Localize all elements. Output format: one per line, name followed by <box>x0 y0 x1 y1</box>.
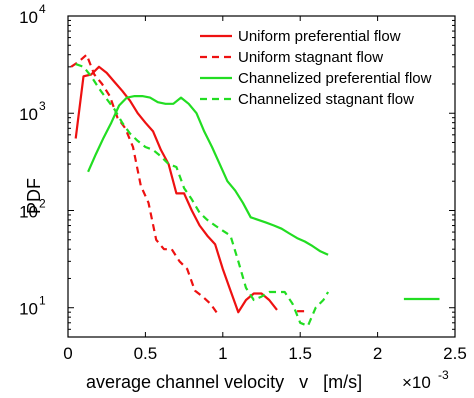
x-tick-label: 0.5 <box>134 344 158 363</box>
legend: Uniform preferential flow Uniform stagnan… <box>200 28 432 108</box>
x-axis-label: average channel velocity v [m/s] <box>86 372 362 392</box>
legend-label: Uniform stagnant flow <box>238 49 383 66</box>
x-exponent-base: ×10 <box>402 373 431 392</box>
plot-border <box>67 15 456 338</box>
series-line-channelized-preferential-flow <box>87 95 329 256</box>
y-tick-base: 10 <box>19 300 38 319</box>
y-tick-base: 10 <box>19 8 38 27</box>
x-tick-label: 0 <box>63 344 72 363</box>
y-tick-exp: 1 <box>39 294 46 308</box>
series-line-uniform-stagnant-flow <box>70 53 220 316</box>
x-tick-label: 1.5 <box>288 344 312 363</box>
x-axis-ticks: 0 0.5 1 1.5 2 2.5 <box>63 16 467 363</box>
y-tick-label: 10 3 <box>19 99 46 124</box>
series-layer <box>70 53 440 327</box>
y-tick-base: 10 <box>19 202 38 221</box>
legend-label: Uniform preferential flow <box>238 28 401 45</box>
y-tick-label: 10 2 <box>19 196 46 221</box>
series-line-channelized-stagnant-flow <box>75 63 330 327</box>
legend-label: Channelized preferential flow <box>238 70 432 87</box>
y-axis-label: PDF <box>24 178 44 214</box>
x-tick-label: 2 <box>373 344 382 363</box>
y-tick-exp: 3 <box>39 99 46 113</box>
plot-frame <box>67 15 456 338</box>
x-tick-label: 2.5 <box>443 344 467 363</box>
y-tick-label: 10 1 <box>19 294 46 319</box>
y-tick-exp: 2 <box>39 196 46 210</box>
x-exponent-power: -3 <box>438 368 449 382</box>
y-tick-base: 10 <box>19 105 38 124</box>
x-axis-exponent: ×10 -3 <box>402 368 449 392</box>
x-tick-label: 1 <box>218 344 227 363</box>
series-line-uniform-preferential-flow <box>74 65 278 314</box>
legend-label: Channelized stagnant flow <box>238 91 414 108</box>
y-tick-exp: 4 <box>39 2 46 16</box>
y-tick-label: 10 4 <box>19 2 46 27</box>
